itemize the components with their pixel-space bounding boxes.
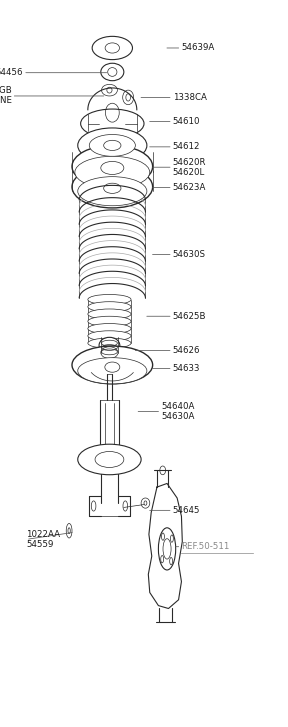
Ellipse shape [78,177,147,206]
Ellipse shape [88,324,131,334]
Text: 54640A
54630A: 54640A 54630A [161,402,195,421]
Ellipse shape [88,294,131,305]
Text: 54625B: 54625B [173,312,206,321]
Ellipse shape [88,309,131,319]
Text: 54633: 54633 [173,364,200,373]
Text: 54639A: 54639A [181,44,215,52]
Text: 54620R
54620L: 54620R 54620L [173,158,206,177]
Ellipse shape [78,444,141,475]
Ellipse shape [88,302,131,312]
Ellipse shape [88,316,131,326]
Ellipse shape [78,358,147,384]
Ellipse shape [72,346,153,384]
Ellipse shape [72,166,153,208]
Text: 1326GB
1350NE: 1326GB 1350NE [0,87,12,105]
Ellipse shape [88,338,131,348]
Text: 1022AA
54559: 1022AA 54559 [26,530,60,549]
Text: 1338CA: 1338CA [173,93,207,102]
Ellipse shape [78,128,147,163]
Text: 54630S: 54630S [173,250,206,259]
Ellipse shape [99,337,120,353]
Text: 54626: 54626 [173,346,200,355]
Text: 54610: 54610 [173,117,200,126]
Ellipse shape [81,109,144,138]
Text: 54645: 54645 [173,506,200,515]
Text: 54612: 54612 [173,142,200,151]
Ellipse shape [89,134,135,156]
Text: 54623A: 54623A [173,183,206,192]
Ellipse shape [72,145,153,188]
Ellipse shape [88,331,131,341]
Text: 54456: 54456 [0,68,23,77]
Text: REF.50-511: REF.50-511 [181,542,230,551]
Ellipse shape [75,156,150,188]
